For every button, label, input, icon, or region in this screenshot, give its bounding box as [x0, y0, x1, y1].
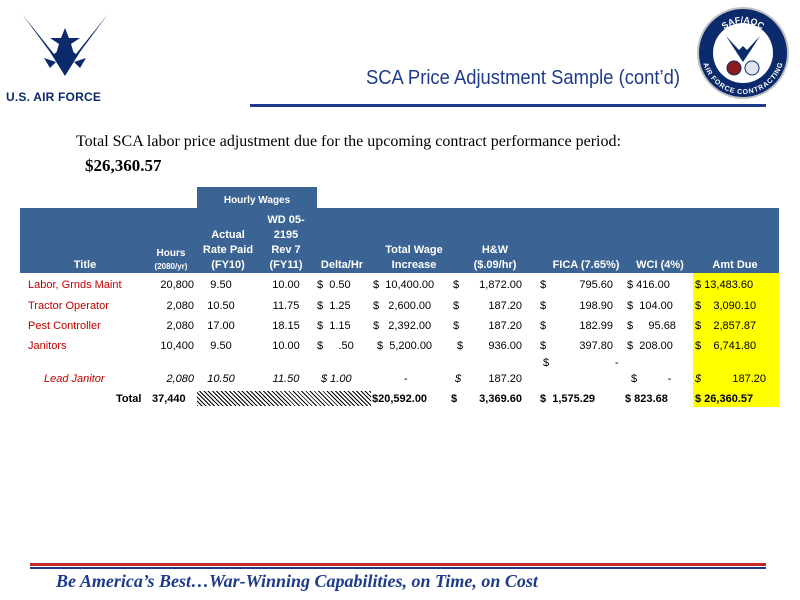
row-title: Janitors: [28, 340, 67, 352]
row-fica-sym: $: [540, 340, 547, 352]
seal-icon: SAF/AQC AIR FORCE CONTRACTING: [697, 7, 789, 99]
stray-dot: -: [615, 357, 619, 369]
row-title: Tractor Operator: [28, 300, 109, 312]
total-hw-sym: $: [451, 393, 458, 405]
row-fica-sym: $: [540, 279, 547, 291]
row-delta: $ 1.15: [317, 320, 351, 332]
row-actual: 17.00: [207, 320, 235, 332]
title-rule: [250, 104, 766, 107]
intro-text: Total SCA labor price adjustment due for…: [76, 133, 621, 150]
footer-motto: Be America’s Best…War-Winning Capabiliti…: [56, 571, 538, 591]
row-title: Labor, Grnds Maint: [28, 279, 122, 291]
row-hw-sym: $: [453, 300, 460, 312]
row-delta: $ 0.50: [317, 279, 351, 291]
col-header-title: Title: [73, 259, 97, 271]
row-hours: 10,400: [160, 340, 194, 352]
total-wci: $ 823.68: [625, 393, 668, 405]
row-wd: 11.75: [272, 300, 300, 312]
row-amt: $ 13,483.60: [695, 279, 754, 291]
row-delta: $ 1.25: [317, 300, 351, 312]
row-hw-sym: $: [455, 373, 462, 385]
hourly-wages-header: Hourly Wages: [197, 187, 317, 208]
row-hours: 2,080: [166, 300, 194, 312]
row-wci: $ 208.00: [627, 340, 673, 352]
col-header-delta: Delta/Hr: [320, 259, 364, 271]
svg-text:SAF/AQC: SAF/AQC: [720, 15, 767, 32]
row-delta: $ .50: [317, 340, 354, 352]
row-fica-sym: $: [540, 300, 547, 312]
row-fica: 198.90: [579, 300, 613, 312]
total-amount: $26,360.57: [85, 156, 162, 175]
row-fica: 795.60: [579, 279, 613, 291]
row-amt: $ 3,090.10: [695, 300, 757, 312]
row-delta: $ 1.00: [321, 373, 352, 385]
row-wci: $ 104.00: [627, 300, 673, 312]
row-actual: 9.50: [210, 340, 232, 352]
col-header-hw: H&W ($.09/hr): [473, 244, 517, 271]
col-header-hours: Hours (2080/yr): [154, 248, 188, 271]
slide-title: SCA Price Adjustment Sample (cont’d): [366, 67, 680, 89]
total-hours: 37,440: [152, 393, 186, 405]
saf-aqc-seal: SAF/AQC AIR FORCE CONTRACTING: [696, 6, 790, 100]
row-amt: $ 6,741.80: [695, 340, 757, 352]
row-title: Lead Janitor: [44, 373, 105, 385]
row-wci: $ -: [631, 373, 672, 385]
row-wd: 10.00: [272, 340, 300, 352]
total-fica: $ 1,575.29: [540, 393, 596, 405]
col-header-wd: WD 05- 2195 Rev 7 (FY11): [267, 214, 305, 271]
col-header-twi: Total Wage Increase: [385, 244, 443, 271]
row-fica-sym: $: [540, 320, 547, 332]
row-twi: $ 2,600.00: [373, 300, 432, 312]
row-wci: $ 416.00: [627, 279, 670, 291]
row-fica: 182.99: [579, 320, 613, 332]
row-wd: 18.15: [272, 320, 300, 332]
row-actual: 10.50: [207, 373, 235, 385]
row-hw-sym: $: [457, 340, 464, 352]
row-wci: $ 95.68: [627, 320, 676, 332]
col-header-actual: Actual Rate Paid (FY10): [202, 229, 254, 271]
footer-rule-blue: [30, 567, 766, 569]
row-hw: 1,872.00: [479, 279, 522, 291]
row-amt-sym: $: [695, 373, 702, 385]
total-amt: $ 26,360.57: [695, 393, 754, 405]
footer-rule-red: [30, 563, 766, 566]
total-hw: 3,369.60: [479, 393, 522, 405]
row-hw-sym: $: [453, 279, 460, 291]
usaf-logo: U.S. AIR FORCE: [4, 4, 128, 106]
row-amt: $ 2,857.87: [695, 320, 757, 332]
col-header-fica: FICA (7.65%): [552, 259, 620, 271]
row-wd: 10.00: [272, 279, 300, 291]
row-hours: 20,800: [160, 279, 194, 291]
row-hw: 187.20: [488, 320, 522, 332]
row-hw: 187.20: [488, 300, 522, 312]
brand-text: U.S. AIR FORCE: [6, 90, 102, 104]
air-force-symbol-icon: [22, 14, 108, 76]
row-hours: 2,080: [166, 373, 194, 385]
total-label: Total: [116, 393, 142, 405]
col-header-amt: Amt Due: [712, 259, 758, 271]
row-amt: 187.20: [732, 373, 766, 385]
col-header-wci: WCI (4%): [636, 259, 684, 271]
row-actual: 9.50: [210, 279, 232, 291]
row-wd: 11.50: [272, 373, 300, 385]
row-twi: $ 5,200.00: [377, 340, 433, 352]
row-hw-sym: $: [453, 320, 460, 332]
amount-due-highlight: [693, 273, 779, 407]
row-hw: 936.00: [488, 340, 522, 352]
row-hw: 187.20: [488, 373, 522, 385]
row-twi: $ 2,392.00: [373, 320, 432, 332]
row-actual: 10.50: [207, 300, 235, 312]
row-hours: 2,080: [166, 320, 194, 332]
stray-dollar: $: [543, 357, 550, 369]
table-header: Title Hours (2080/yr) Actual Rate Paid (…: [20, 208, 779, 273]
row-twi: -: [404, 373, 408, 385]
row-title: Pest Controller: [28, 320, 101, 332]
seal-top-text: SAF/AQC: [720, 15, 767, 32]
total-twi: $20,592.00: [372, 393, 428, 405]
hatched-total-area: [197, 391, 371, 406]
row-fica: 397.80: [579, 340, 613, 352]
row-twi: $ 10,400.00: [373, 279, 435, 291]
